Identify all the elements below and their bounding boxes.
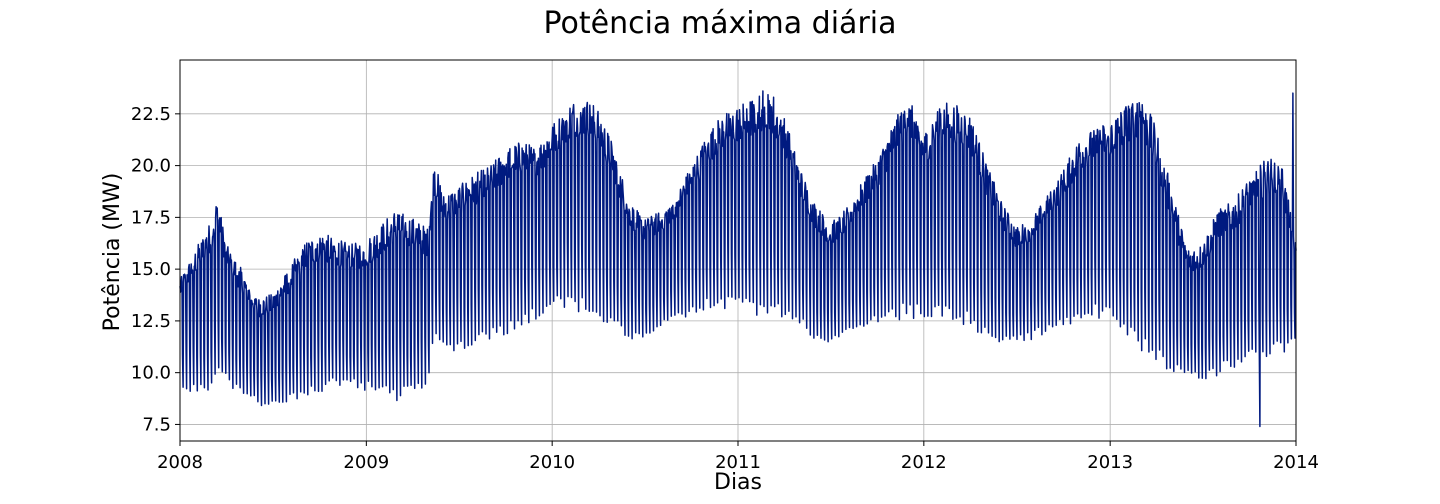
y-tick-label: 12.5 <box>131 311 171 332</box>
y-tick-label: 22.5 <box>131 104 171 125</box>
y-tick-label: 20.0 <box>131 156 171 177</box>
x-tick-label: 2012 <box>901 452 947 473</box>
y-tick-label: 15.0 <box>131 259 171 280</box>
x-tick-label: 2013 <box>1087 452 1133 473</box>
y-tick-label: 7.5 <box>142 414 171 435</box>
x-tick-label: 2014 <box>1273 452 1319 473</box>
x-tick-label: 2010 <box>529 452 575 473</box>
y-tick-label: 17.5 <box>131 207 171 228</box>
x-axis-label: Dias <box>714 470 762 495</box>
x-tick-label: 2011 <box>715 452 761 473</box>
y-axis-label: Potência (MW) <box>100 173 125 332</box>
x-tick-label: 2008 <box>157 452 203 473</box>
y-tick-label: 10.0 <box>131 363 171 384</box>
series-line <box>179 90 1297 428</box>
x-tick-label: 2009 <box>343 452 389 473</box>
chart-title: Potência máxima diária <box>543 6 896 41</box>
ticks: 2008 2009 2010 2011 2012 2013 2014 7.5 10.0 12.5 1… <box>131 104 1319 473</box>
series-layer <box>179 90 1297 428</box>
